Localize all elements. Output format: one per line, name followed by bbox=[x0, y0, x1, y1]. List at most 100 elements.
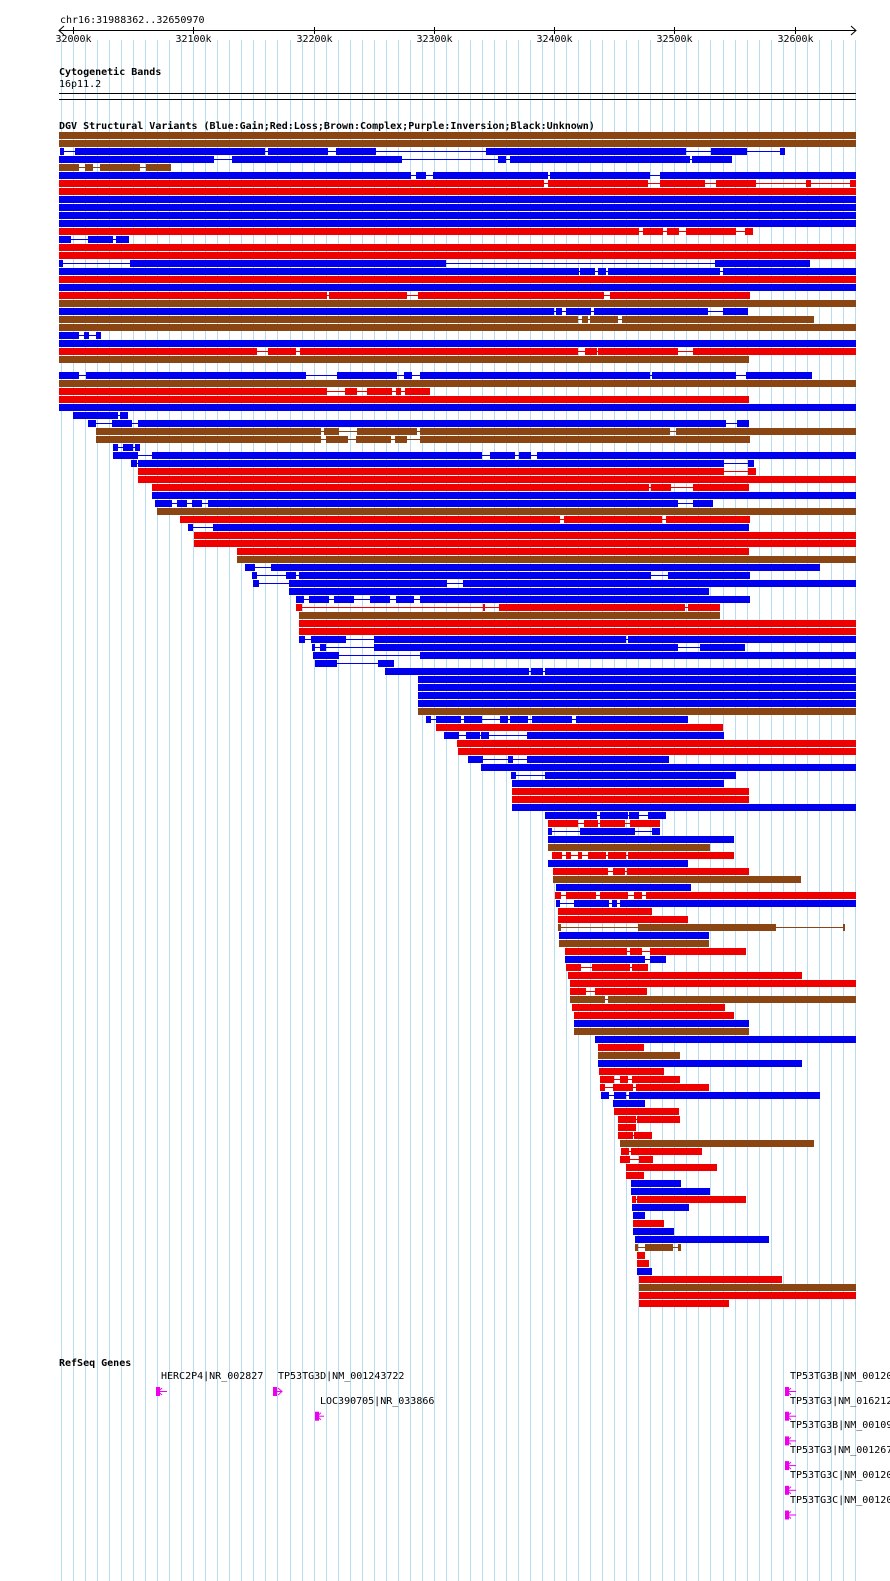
sv-feature-gain[interactable] bbox=[631, 1180, 681, 1187]
sv-block[interactable] bbox=[715, 260, 810, 267]
sv-block[interactable] bbox=[59, 196, 856, 203]
sv-block[interactable] bbox=[59, 252, 856, 259]
sv-block[interactable] bbox=[152, 452, 482, 459]
sv-block[interactable] bbox=[711, 148, 747, 155]
sv-block[interactable] bbox=[558, 916, 688, 923]
sv-block[interactable] bbox=[552, 852, 562, 859]
sv-block[interactable] bbox=[157, 508, 856, 515]
sv-feature-loss[interactable] bbox=[553, 868, 749, 875]
sv-feature-loss[interactable] bbox=[59, 244, 856, 251]
gene-label[interactable]: TP53TG3B|NM_00120 bbox=[790, 1371, 890, 1382]
sv-block[interactable] bbox=[59, 372, 79, 379]
sv-block[interactable] bbox=[88, 420, 96, 427]
sv-feature-loss[interactable] bbox=[626, 1172, 644, 1179]
sv-block[interactable] bbox=[527, 732, 724, 739]
sv-block[interactable] bbox=[634, 1132, 652, 1139]
sv-block[interactable] bbox=[612, 900, 617, 907]
sv-block[interactable] bbox=[426, 716, 431, 723]
sv-block[interactable] bbox=[531, 668, 543, 675]
sv-block[interactable] bbox=[315, 660, 337, 667]
sv-block[interactable] bbox=[639, 1276, 782, 1283]
sv-block[interactable] bbox=[299, 612, 720, 619]
sv-feature-loss[interactable] bbox=[555, 892, 856, 899]
sv-block[interactable] bbox=[621, 1148, 629, 1155]
sv-block[interactable] bbox=[630, 948, 642, 955]
sv-block[interactable] bbox=[566, 308, 591, 315]
sv-block[interactable] bbox=[416, 172, 426, 179]
sv-feature-complex[interactable] bbox=[96, 428, 856, 435]
sv-block[interactable] bbox=[512, 788, 749, 795]
sv-block[interactable] bbox=[634, 892, 642, 899]
sv-block[interactable] bbox=[59, 268, 579, 275]
sv-block[interactable] bbox=[59, 236, 71, 243]
sv-block[interactable] bbox=[650, 948, 746, 955]
sv-block[interactable] bbox=[545, 772, 736, 779]
sv-block[interactable] bbox=[660, 172, 690, 179]
sv-feature-loss[interactable] bbox=[59, 180, 856, 187]
sv-block[interactable] bbox=[574, 1012, 734, 1019]
sv-feature-gain[interactable] bbox=[60, 148, 785, 155]
sv-block[interactable] bbox=[850, 180, 856, 187]
sv-block[interactable] bbox=[180, 516, 560, 523]
sv-block[interactable] bbox=[396, 596, 414, 603]
sv-block[interactable] bbox=[59, 284, 856, 291]
sv-feature-gain[interactable] bbox=[556, 900, 856, 907]
sv-block[interactable] bbox=[116, 236, 129, 243]
sv-feature-gain[interactable] bbox=[635, 1236, 769, 1243]
sv-block[interactable] bbox=[519, 452, 531, 459]
sv-feature-loss[interactable] bbox=[180, 516, 750, 523]
sv-block[interactable] bbox=[466, 732, 480, 739]
sv-feature-gain[interactable] bbox=[59, 236, 129, 243]
sv-feature-complex[interactable] bbox=[553, 876, 801, 883]
sv-block[interactable] bbox=[570, 988, 586, 995]
sv-block[interactable] bbox=[232, 156, 402, 163]
sv-block[interactable] bbox=[652, 372, 736, 379]
sv-block[interactable] bbox=[595, 988, 647, 995]
sv-block[interactable] bbox=[334, 596, 354, 603]
sv-block[interactable] bbox=[59, 164, 79, 171]
sv-block[interactable] bbox=[326, 436, 348, 443]
sv-feature-gain[interactable] bbox=[73, 412, 128, 419]
sv-feature-gain[interactable] bbox=[565, 956, 666, 963]
sv-block[interactable] bbox=[580, 828, 635, 835]
sv-block[interactable] bbox=[152, 484, 649, 491]
sv-feature-gain[interactable] bbox=[59, 212, 856, 219]
sv-block[interactable] bbox=[120, 412, 128, 419]
sv-block[interactable] bbox=[510, 716, 528, 723]
sv-block[interactable] bbox=[637, 1268, 652, 1275]
sv-block[interactable] bbox=[548, 180, 648, 187]
gene-feature[interactable] bbox=[156, 1387, 167, 1396]
sv-block[interactable] bbox=[418, 676, 856, 683]
sv-block[interactable] bbox=[367, 388, 392, 395]
sv-feature-complex[interactable] bbox=[59, 316, 814, 323]
sv-block[interactable] bbox=[88, 236, 113, 243]
sv-feature-loss[interactable] bbox=[566, 964, 648, 971]
sv-feature-gain[interactable] bbox=[59, 308, 748, 315]
sv-block[interactable] bbox=[357, 428, 417, 435]
sv-feature-gain[interactable] bbox=[548, 836, 734, 843]
sv-feature-gain[interactable] bbox=[633, 1228, 674, 1235]
sv-block[interactable] bbox=[633, 1212, 645, 1219]
sv-block[interactable] bbox=[843, 924, 845, 931]
sv-feature-loss[interactable] bbox=[299, 620, 856, 627]
sv-block[interactable] bbox=[237, 556, 856, 563]
sv-block[interactable] bbox=[271, 564, 820, 571]
sv-block[interactable] bbox=[59, 276, 856, 283]
sv-block[interactable] bbox=[737, 420, 749, 427]
gene-feature[interactable] bbox=[785, 1510, 796, 1520]
sv-block[interactable] bbox=[578, 852, 582, 859]
sv-block[interactable] bbox=[570, 172, 650, 179]
sv-block[interactable] bbox=[633, 1220, 664, 1227]
sv-block[interactable] bbox=[59, 324, 856, 331]
sv-block[interactable] bbox=[600, 892, 628, 899]
sv-block[interactable] bbox=[652, 828, 660, 835]
sv-feature-gain[interactable] bbox=[426, 716, 688, 723]
sv-block[interactable] bbox=[600, 308, 708, 315]
sv-block[interactable] bbox=[59, 308, 554, 315]
sv-block[interactable] bbox=[532, 716, 572, 723]
sv-feature-gain[interactable] bbox=[601, 1092, 820, 1099]
sv-block[interactable] bbox=[723, 268, 856, 275]
sv-feature-loss[interactable] bbox=[599, 1068, 664, 1075]
sv-block[interactable] bbox=[313, 652, 339, 659]
